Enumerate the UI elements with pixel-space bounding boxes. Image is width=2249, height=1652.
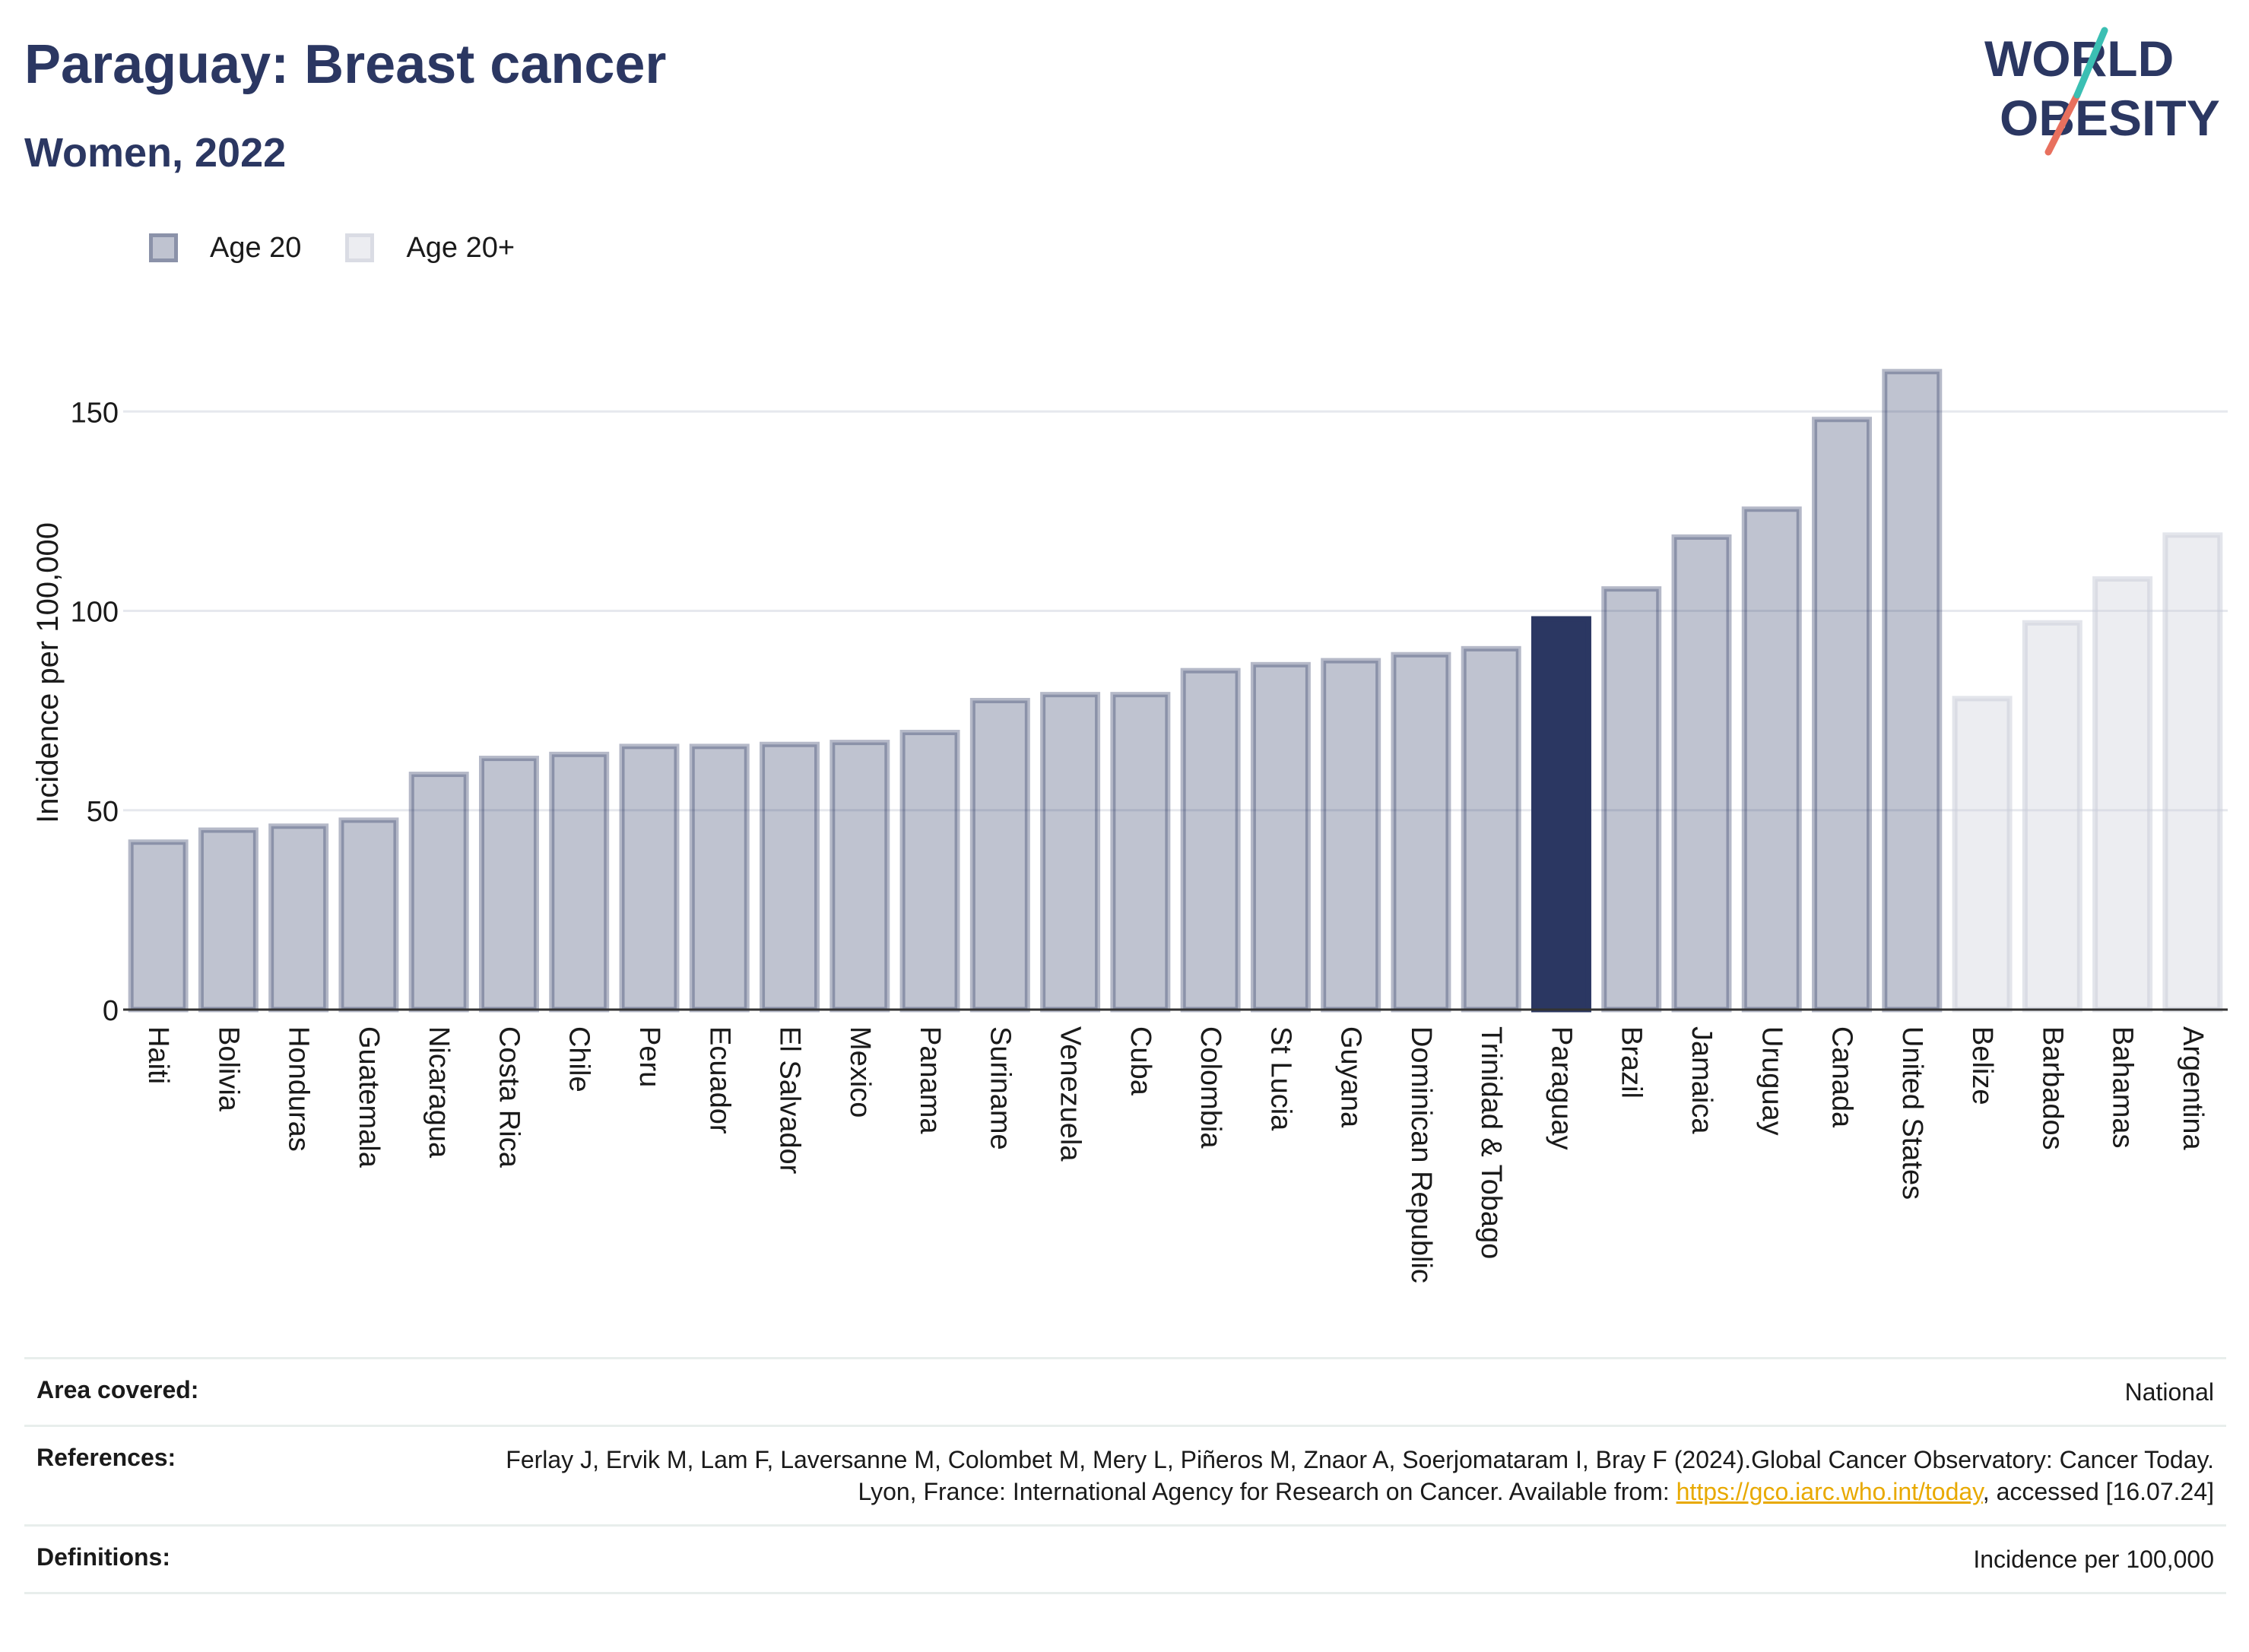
bar-bahamas[interactable]: [2092, 576, 2153, 1013]
chart-legend: Age 20 Age 20+: [149, 225, 559, 271]
x-tick-label: United States: [1896, 1026, 1928, 1200]
x-tick-label: Mexico: [844, 1026, 876, 1118]
bar-el-salvador[interactable]: [760, 741, 820, 1013]
references-text: Ferlay J, Ervik M, Lam F, Laversanne M, …: [506, 1446, 2214, 1505]
bar-bolivia[interactable]: [198, 827, 259, 1013]
y-tick-label: 100: [71, 597, 119, 629]
legend-swatch-age20plus: [345, 233, 375, 262]
bar-barbados[interactable]: [2022, 620, 2082, 1013]
x-tick-label: Venezuela: [1055, 1026, 1086, 1162]
references-tail: , accessed [16.07.24]: [1982, 1478, 2214, 1505]
bar-nicaragua[interactable]: [408, 772, 469, 1013]
definitions-value: Incidence per 100,000: [1973, 1546, 2214, 1573]
x-tick-label: Barbados: [2036, 1026, 2068, 1150]
bar-ecuador[interactable]: [689, 744, 750, 1013]
legend-item-age20[interactable]: Age 20: [149, 232, 301, 265]
legend-label-age20plus: Age 20+: [406, 231, 515, 264]
bar-honduras[interactable]: [268, 823, 329, 1013]
x-tick-label: Chile: [563, 1026, 595, 1092]
y-tick-label: 50: [87, 796, 119, 828]
x-tick-label: Belize: [1966, 1026, 1998, 1105]
x-tick-label: Jamaica: [1686, 1026, 1718, 1134]
legend-swatch-age20: [149, 233, 178, 262]
bar-brazil[interactable]: [1601, 586, 1662, 1013]
references-label: References:: [36, 1444, 176, 1471]
y-axis-label: Incidence per 100,000: [31, 522, 65, 823]
x-tick-label: Trinidad & Tobago: [1475, 1026, 1507, 1259]
x-tick-label: Argentina: [2177, 1026, 2209, 1151]
bar-cuba[interactable]: [1110, 692, 1171, 1013]
bar-guatemala[interactable]: [338, 817, 399, 1013]
x-tick-label: Brazil: [1616, 1026, 1648, 1099]
bar-belize[interactable]: [1952, 696, 2013, 1013]
logo-line1: WORLD: [1984, 30, 2174, 87]
x-tick-label: Panama: [914, 1026, 946, 1134]
bar-venezuela[interactable]: [1040, 692, 1101, 1013]
y-tick-label: 0: [103, 995, 119, 1027]
y-tick-label: 150: [71, 397, 119, 429]
info-row-references: References: Ferlay J, Ervik M, Lam F, La…: [24, 1425, 2226, 1524]
x-tick-label: Guatemala: [353, 1026, 385, 1168]
page-title: Paraguay: Breast cancer: [24, 34, 667, 95]
x-tick-label: Peru: [633, 1026, 665, 1087]
x-tick-label: Colombia: [1194, 1026, 1226, 1149]
y-tick-labels: 0 50 100 150: [71, 397, 119, 1027]
area-value: National: [2124, 1378, 2214, 1406]
bar-united-states[interactable]: [1882, 369, 1943, 1013]
x-tick-labels: Haiti Bolivia Honduras Guatemala Nicaragua Co…: [142, 1026, 2209, 1283]
bar-suriname[interactable]: [969, 698, 1030, 1013]
bar-chile[interactable]: [549, 751, 610, 1013]
logo-line2: OBESITY: [2000, 90, 2220, 146]
x-tick-label: Haiti: [142, 1026, 174, 1084]
references-value: Ferlay J, Ervik M, Lam F, Laversanne M, …: [465, 1444, 2214, 1508]
x-tick-label: Bolivia: [212, 1026, 244, 1112]
bar-trinidad-tobago[interactable]: [1461, 645, 1521, 1013]
logo-slash-teal: [2073, 27, 2108, 99]
x-tick-label: Cuba: [1124, 1026, 1156, 1096]
x-tick-label: Dominican Republic: [1405, 1026, 1437, 1283]
logo-slash-red: [2044, 91, 2081, 156]
info-row-definitions: Definitions: Incidence per 100,000: [24, 1524, 2226, 1594]
x-tick-label: Ecuador: [703, 1026, 735, 1134]
bar-canada[interactable]: [1812, 417, 1873, 1013]
bar-jamaica[interactable]: [1671, 534, 1732, 1013]
legend-label-age20: Age 20: [210, 231, 302, 264]
bar-argentina[interactable]: [2162, 532, 2223, 1013]
x-tick-label: Honduras: [283, 1026, 315, 1152]
bar-dominican-republic[interactable]: [1391, 652, 1451, 1013]
info-row-area: Area covered: National: [24, 1357, 2226, 1425]
bar-mexico[interactable]: [829, 740, 890, 1013]
references-link[interactable]: https://gco.iarc.who.int/today: [1676, 1478, 1983, 1505]
x-tick-label: Uruguay: [1756, 1026, 1787, 1136]
definitions-label: Definitions:: [36, 1543, 170, 1571]
x-tick-label: Guyana: [1335, 1026, 1367, 1128]
bar-costa-rica[interactable]: [478, 756, 539, 1013]
area-label: Area covered:: [36, 1376, 199, 1403]
world-obesity-logo: WORLD OBESITY: [1984, 27, 2220, 156]
legend-item-age20plus[interactable]: Age 20+: [345, 232, 515, 265]
bars: [128, 369, 2223, 1013]
x-tick-label: Canada: [1826, 1026, 1858, 1128]
x-tick-label: El Salvador: [774, 1026, 806, 1175]
x-tick-label: Nicaragua: [423, 1026, 455, 1159]
x-tick-label: St Lucia: [1264, 1026, 1296, 1131]
bar-colombia[interactable]: [1180, 667, 1241, 1013]
info-table: Area covered: National References: Ferla…: [24, 1357, 2226, 1594]
x-tick-label: Bahamas: [2107, 1026, 2139, 1149]
bar-peru[interactable]: [619, 744, 680, 1013]
bar-paraguay[interactable]: [1531, 616, 1591, 1013]
bar-chart: 0 50 100 150 Haiti Bolivia Honduras Guatemala N…: [31, 369, 2228, 1283]
page-subtitle: Women, 2022: [24, 130, 287, 176]
bar-st-lucia[interactable]: [1250, 661, 1311, 1013]
bar-uruguay[interactable]: [1741, 506, 1802, 1013]
bar-guyana[interactable]: [1321, 658, 1381, 1013]
gridlines: [123, 410, 2228, 812]
x-tick-label: Paraguay: [1545, 1026, 1577, 1150]
x-tick-label: Costa Rica: [493, 1026, 525, 1168]
bar-panama[interactable]: [899, 729, 960, 1013]
bar-haiti[interactable]: [128, 839, 189, 1013]
x-tick-label: Suriname: [984, 1026, 1016, 1150]
